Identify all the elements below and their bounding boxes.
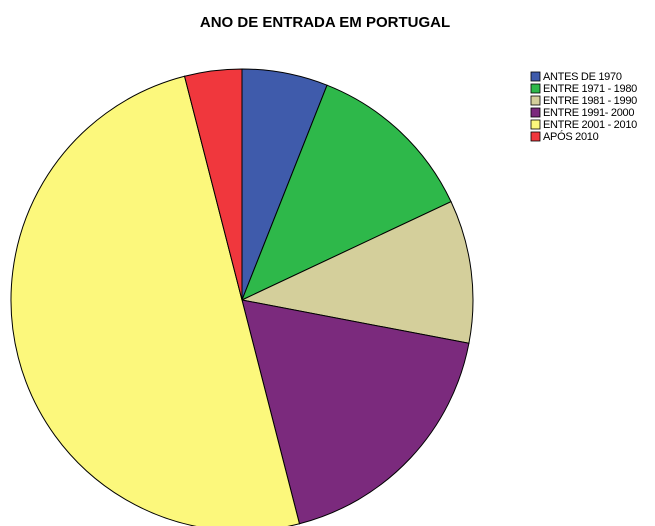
legend-swatch: [530, 95, 541, 106]
legend-swatch: [530, 71, 541, 82]
legend-label: ENTRE 1981 - 1990: [543, 95, 637, 107]
pie-slice: [183, 68, 243, 301]
legend-swatch: [530, 83, 541, 94]
legend-swatch: [530, 119, 541, 130]
legend-swatch: [530, 131, 541, 142]
pie-slice: [241, 84, 452, 301]
legend-swatch: [530, 107, 541, 118]
legend-label: ENTRE 1971 - 1980: [543, 83, 637, 95]
pie-slice: [241, 299, 470, 525]
legend-label: ENTRE 2001 - 2010: [543, 119, 637, 131]
legend-label: ENTRE 1991- 2000: [543, 107, 634, 119]
chart-title: ANO DE ENTRADA EM PORTUGAL: [200, 14, 450, 31]
legend-label: APÓS 2010: [543, 130, 599, 143]
pie-slice: [10, 75, 301, 526]
legend-label: ANTES DE 1970: [543, 71, 622, 83]
pie-slice: [240, 200, 474, 344]
